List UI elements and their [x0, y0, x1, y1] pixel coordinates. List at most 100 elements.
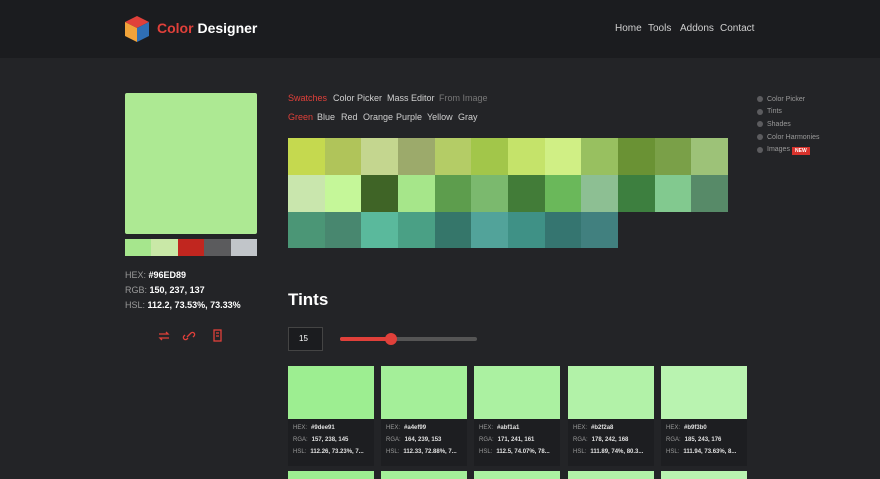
tint-card[interactable]: HEX: #b2f2a8 RGA: 178, 242, 168 HSL: 111.89, … [568, 366, 654, 466]
nav-link[interactable]: Contact [720, 23, 755, 34]
swatch[interactable] [288, 175, 325, 212]
nav-link[interactable]: Home [615, 23, 642, 34]
value: 111.89, 74%, 80.3... [590, 449, 644, 455]
swatch[interactable] [618, 138, 655, 175]
tint-card-next[interactable] [661, 471, 747, 479]
tint-row: RGA: 157, 238, 145 [293, 437, 348, 443]
tint-card[interactable]: HEX: #9dee91 RGA: 157, 238, 145 HSL: 112.26, … [288, 366, 374, 466]
tint-card-next[interactable] [381, 471, 467, 479]
count-input[interactable]: 15 [288, 327, 323, 351]
color-tab[interactable]: Orange [363, 112, 394, 122]
brand[interactable]: Color Designer [157, 20, 257, 36]
sidebar-link[interactable]: Color Harmonies [767, 133, 820, 141]
color-tab[interactable]: Purple [396, 112, 423, 122]
swatch[interactable] [544, 212, 582, 248]
strip-swatch[interactable] [177, 239, 205, 256]
tint-row: RGA: 178, 242, 168 [573, 437, 628, 443]
tint-card[interactable]: HEX: #b9f3b0 RGA: 185, 243, 176 HSL: 111.94, … [661, 366, 747, 466]
nav-link[interactable]: Tools [648, 23, 672, 34]
label: HSL: [479, 449, 493, 455]
nav-link[interactable]: Addons [680, 23, 714, 34]
swatch[interactable] [654, 138, 692, 175]
swatch[interactable] [324, 212, 362, 248]
tab[interactable]: Swatches [288, 93, 328, 103]
value: #abf1a1 [497, 425, 520, 431]
swatch[interactable] [471, 212, 508, 248]
label: HEX: [573, 425, 588, 431]
swatch[interactable] [581, 138, 618, 175]
sidebar-link[interactable]: Tints [767, 108, 782, 116]
swatch[interactable] [654, 175, 692, 212]
swatch[interactable] [581, 175, 618, 212]
label: HEX: [293, 425, 308, 431]
swatch[interactable] [361, 138, 398, 175]
swatch[interactable] [691, 138, 728, 175]
tint-color [568, 366, 654, 419]
tab[interactable]: Color Picker [333, 93, 383, 103]
swatch[interactable] [288, 212, 325, 248]
swatch[interactable] [324, 138, 362, 175]
slider-knob[interactable] [385, 333, 397, 345]
swatch[interactable] [471, 138, 508, 175]
tint-card-next[interactable] [568, 471, 654, 479]
tint-card[interactable]: HEX: #abf1a1 RGA: 171, 241, 161 HSL: 112.5, 7… [474, 366, 560, 466]
label: HSL: [573, 449, 587, 455]
tint-card-next[interactable] [474, 471, 560, 479]
tint-row: HSL: 111.94, 73.63%, 8... [666, 449, 736, 455]
strip-swatch[interactable] [204, 239, 231, 256]
color-tab[interactable]: Yellow [427, 112, 453, 122]
rgb-row: RGB: 150, 237, 137 [125, 285, 205, 295]
swatch[interactable] [434, 138, 472, 175]
tint-card[interactable]: HEX: #a4ef99 RGA: 164, 239, 153 HSL: 112.33, … [381, 366, 467, 466]
tint-card-next[interactable] [288, 471, 374, 479]
swatch[interactable] [324, 175, 362, 212]
swatch[interactable] [618, 175, 655, 212]
sidebar-link[interactable]: Shades [767, 120, 791, 128]
strip-swatch[interactable] [125, 239, 152, 256]
sidebar-link[interactable]: Color Picker [767, 95, 806, 103]
color-tab[interactable]: Gray [458, 112, 478, 122]
link-icon[interactable] [182, 331, 196, 341]
swatch[interactable] [361, 175, 398, 212]
tint-row: HEX: #b9f3b0 [666, 425, 707, 431]
label: HSL: [386, 449, 400, 455]
swatch[interactable] [544, 138, 582, 175]
swatch[interactable] [508, 138, 545, 175]
color-tab[interactable]: Red [341, 112, 358, 122]
tab[interactable]: Mass Editor [387, 93, 435, 103]
color-tab[interactable]: Green [288, 112, 314, 122]
value: 112.33, 72.88%, 7... [403, 449, 457, 455]
tint-row: HEX: #a4ef99 [386, 425, 426, 431]
swap-icon[interactable] [158, 331, 170, 341]
swatch[interactable] [544, 175, 582, 212]
swatch[interactable] [361, 212, 398, 248]
swatch[interactable] [691, 175, 728, 212]
tint-color [474, 366, 560, 419]
header: Color Designer Home Tools Addons Contact [0, 0, 880, 58]
swatch[interactable] [398, 175, 435, 212]
swatch[interactable] [508, 175, 545, 212]
swatch[interactable] [288, 138, 325, 175]
swatch[interactable] [434, 212, 472, 248]
swatch[interactable] [434, 175, 472, 212]
slider-track[interactable] [340, 337, 477, 341]
tint-row: RGA: 164, 239, 153 [386, 437, 441, 443]
swatch[interactable] [398, 138, 435, 175]
swatch[interactable] [581, 212, 618, 248]
hex-row: HEX: #96ED89 [125, 270, 186, 280]
value: 112.5, 74.07%, 78... [496, 449, 550, 455]
strip-swatch[interactable] [151, 239, 178, 256]
swatch[interactable] [398, 212, 435, 248]
strip-swatch[interactable] [230, 239, 257, 256]
swatch[interactable] [471, 175, 508, 212]
delete-icon[interactable] [213, 329, 222, 342]
hsl-row: HSL: 112.2, 73.53%, 73.33% [125, 300, 241, 310]
tint-row: HSL: 112.26, 73.23%, 7... [293, 449, 364, 455]
slider-fill [340, 337, 391, 341]
tab[interactable]: From Image [439, 93, 488, 103]
label: RGA: [293, 437, 308, 443]
color-tab[interactable]: Blue [317, 112, 336, 122]
swatch[interactable] [508, 212, 545, 248]
sidebar-link[interactable]: Images [767, 146, 790, 154]
